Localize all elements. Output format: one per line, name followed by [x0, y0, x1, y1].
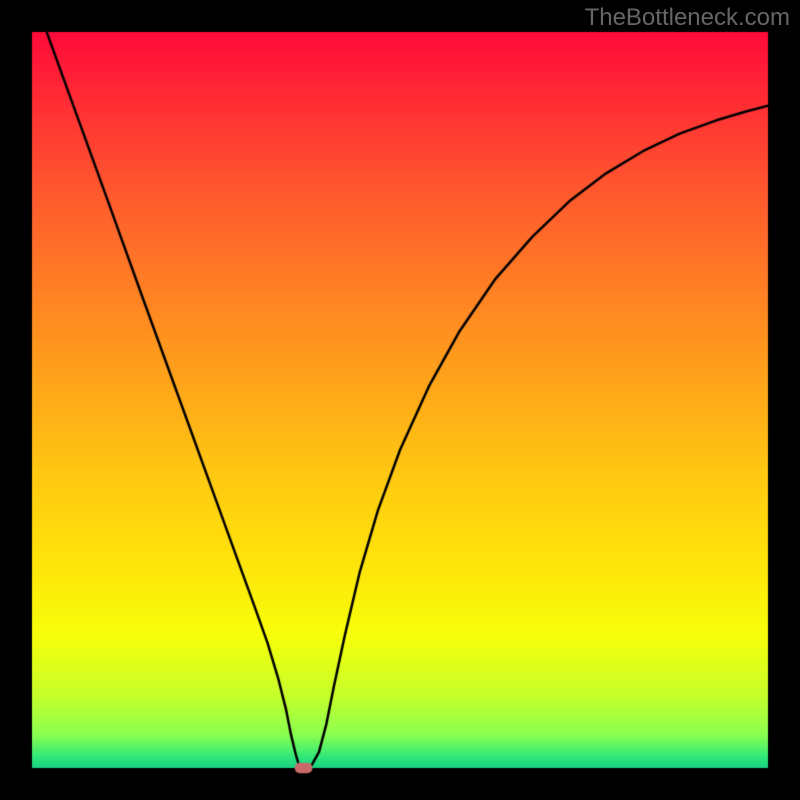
- chart-container: TheBottleneck.com: [0, 0, 800, 800]
- watermark-text: TheBottleneck.com: [585, 4, 790, 32]
- bottleneck-plot: [0, 0, 800, 800]
